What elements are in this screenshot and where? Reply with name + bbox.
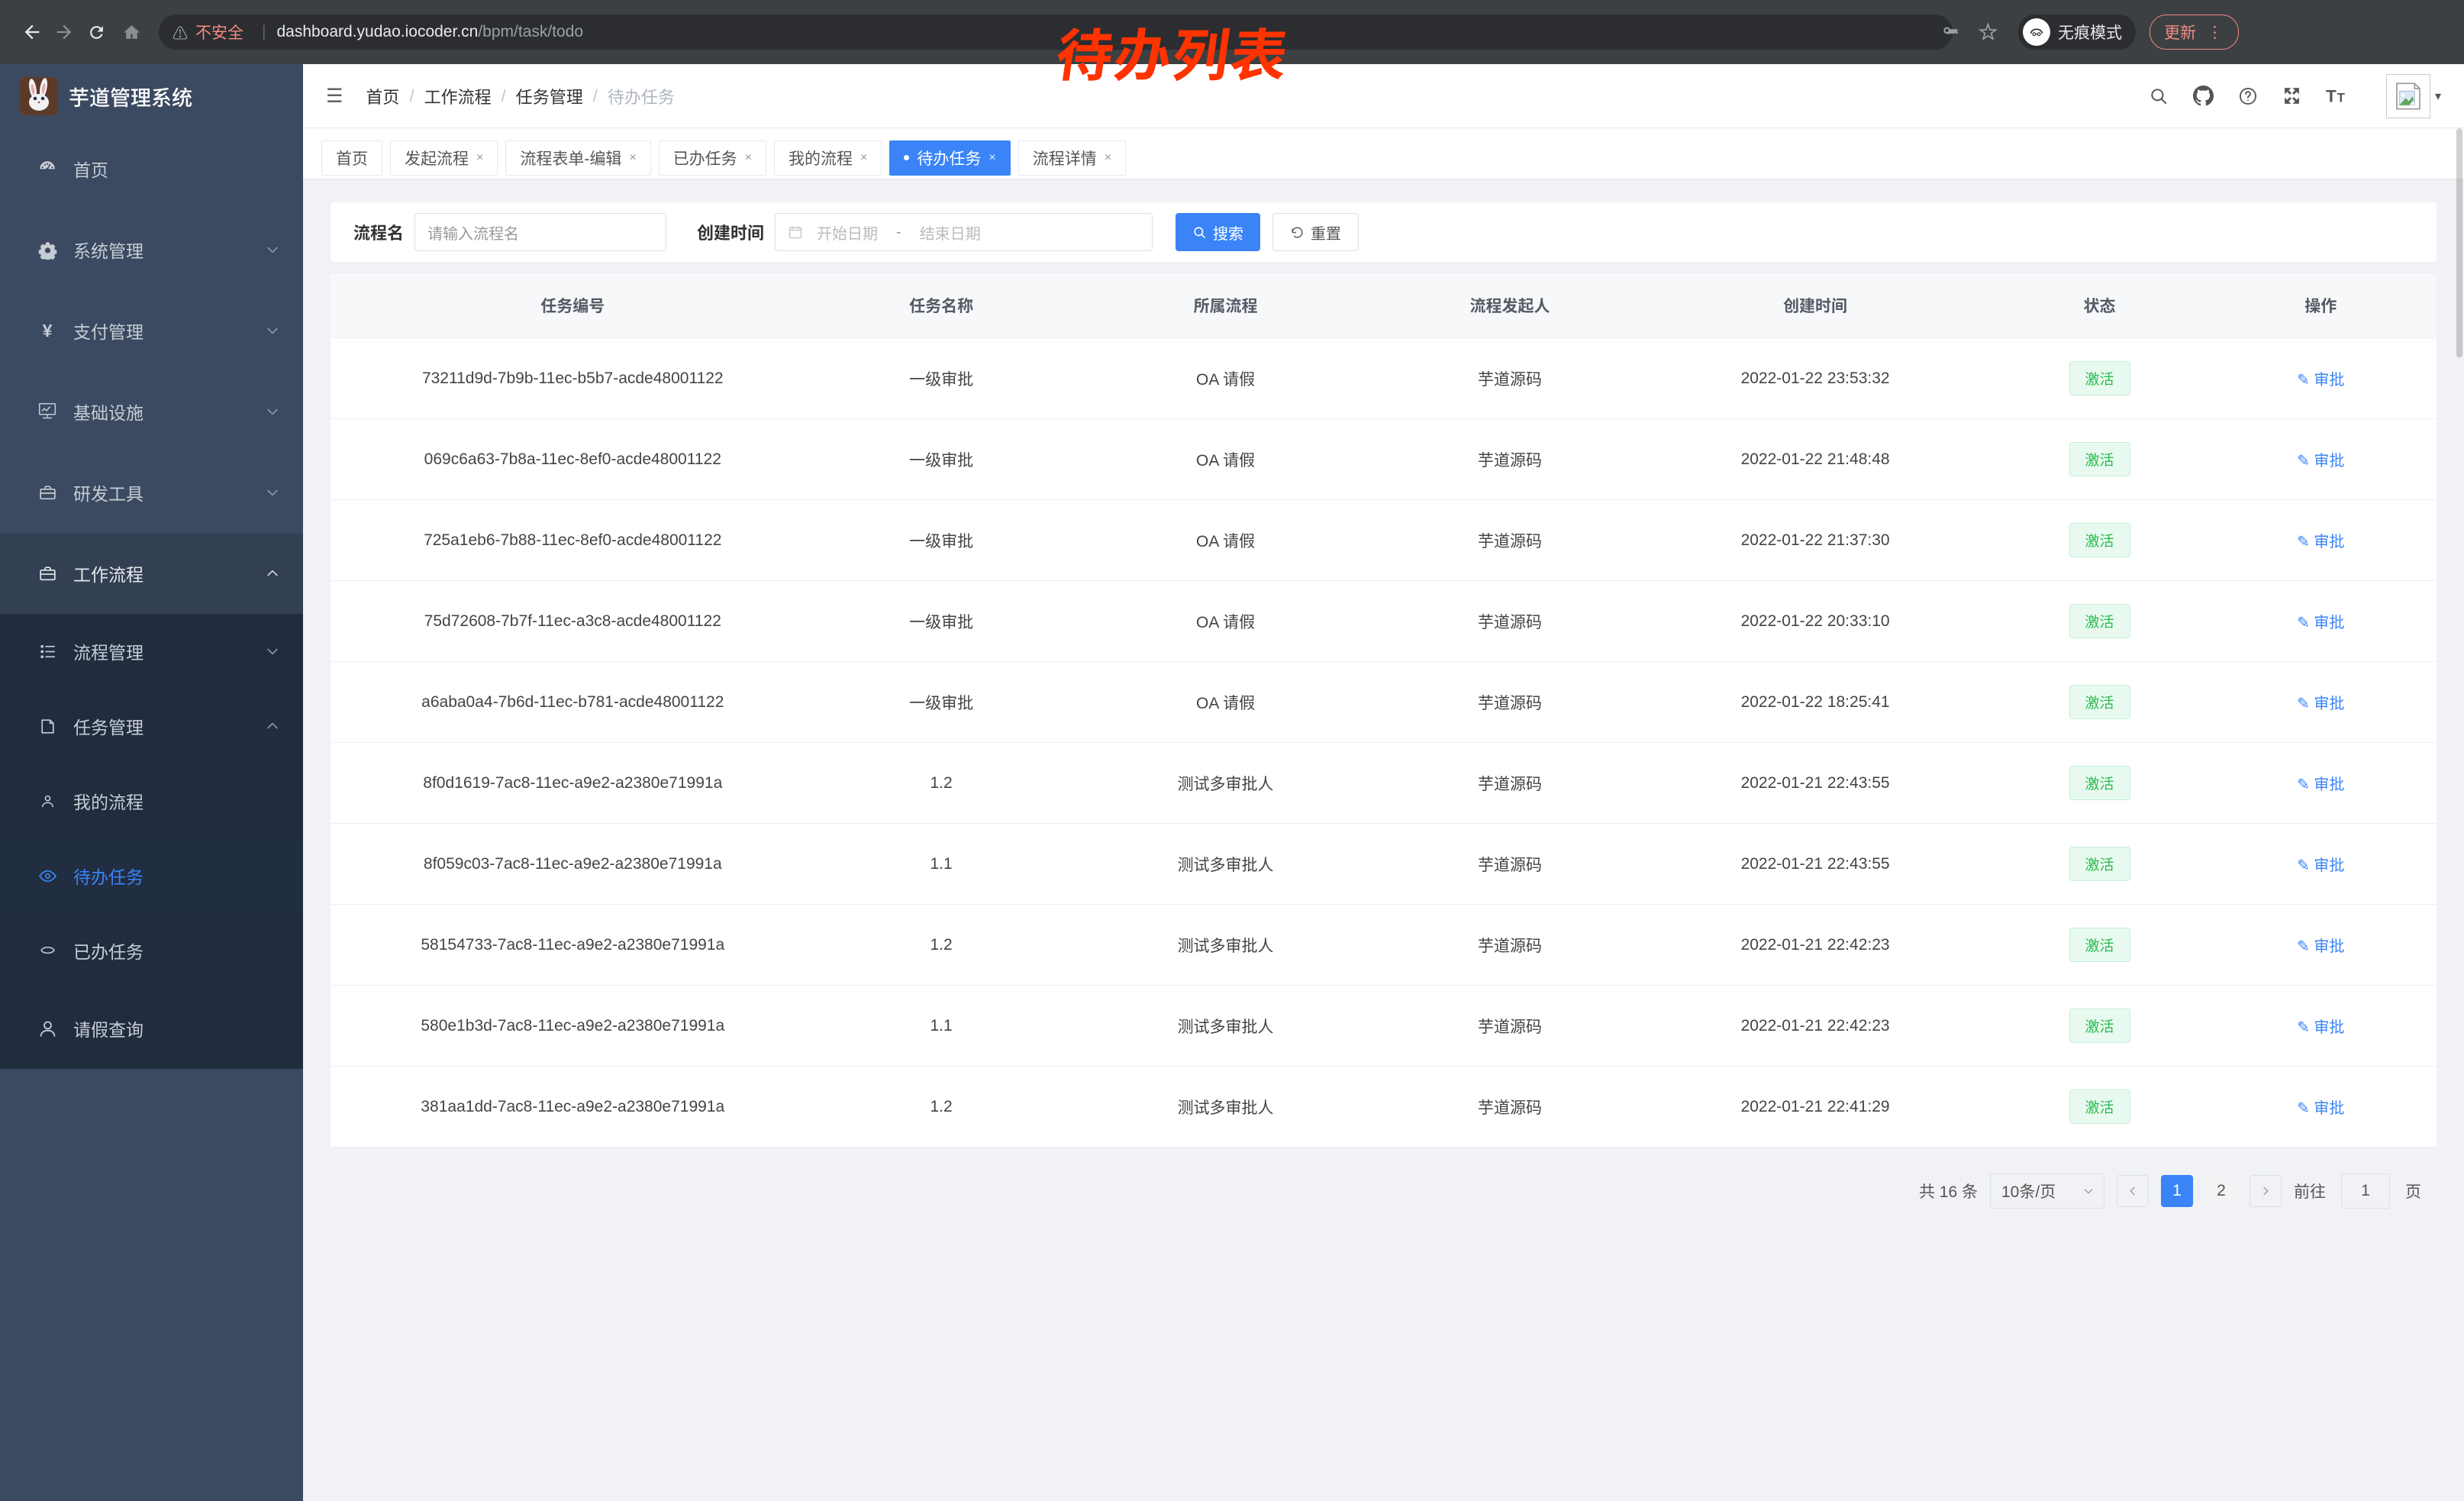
svg-text:T: T (2337, 90, 2346, 105)
svg-text:T: T (2326, 86, 2337, 105)
